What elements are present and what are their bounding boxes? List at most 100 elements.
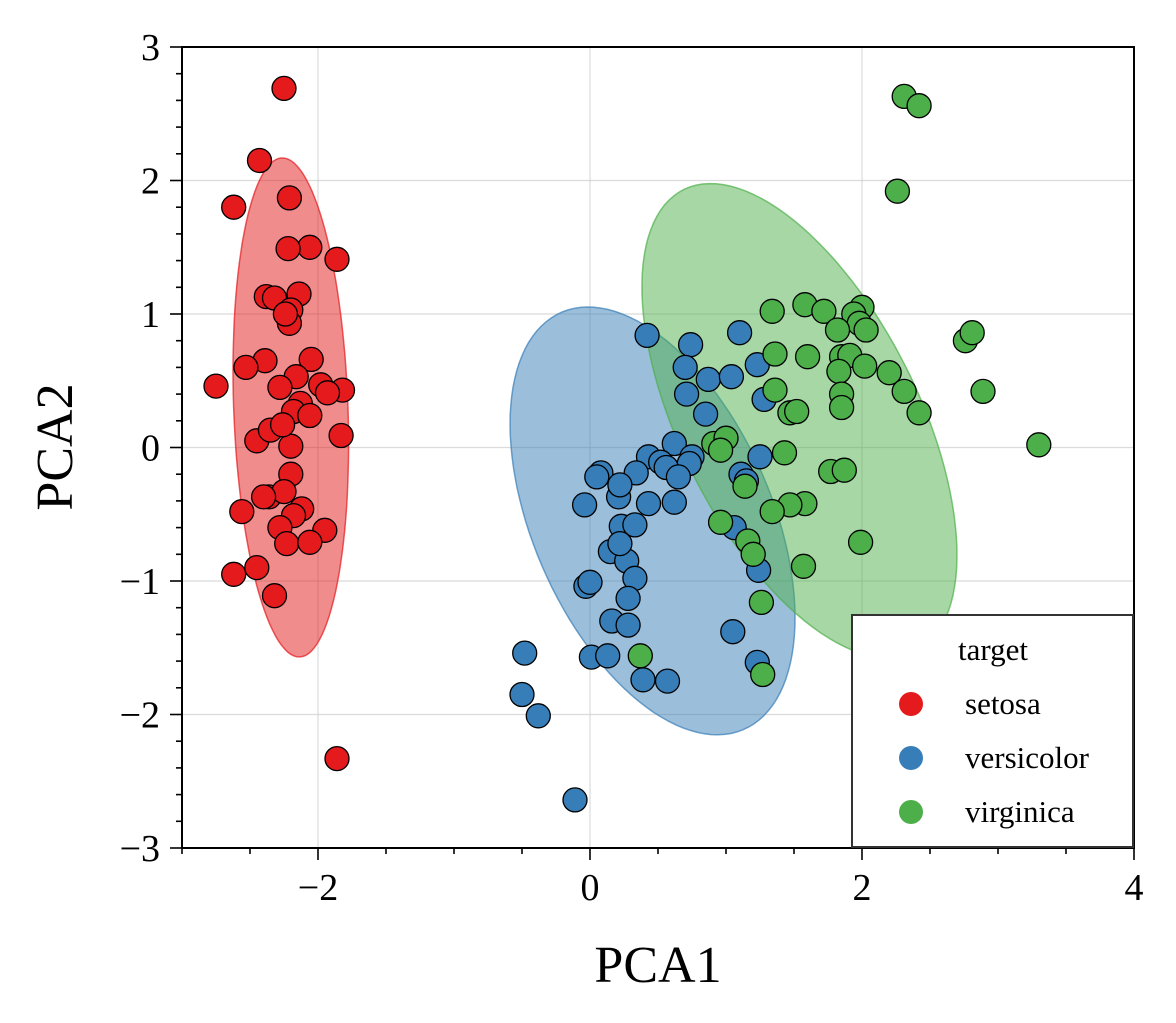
point-versicolor [525,703,551,729]
point-setosa [328,422,354,449]
point-virginica [906,400,932,426]
point-setosa [272,301,299,327]
point-virginica [824,317,851,343]
point-virginica [853,317,879,343]
point-setosa [261,583,288,609]
point-versicolor [615,612,641,638]
point-versicolor [673,381,700,407]
point-setosa [244,554,270,581]
point-setosa [203,373,229,399]
y-tick-label: 2 [141,161,160,203]
point-versicolor [577,569,603,595]
axis-ticks [170,46,1135,860]
point-virginica [759,498,785,525]
y-tick-label: −3 [120,828,160,870]
point-versicolor [718,364,745,390]
point-virginica [762,341,788,367]
legend-marker-virginica [899,800,923,824]
point-versicolor [607,472,633,498]
point-versicolor [634,322,660,349]
point-versicolor [512,640,538,666]
legend-title: target [958,632,1028,667]
legend-label-versicolor: versicolor [965,740,1090,775]
point-versicolor [661,489,687,515]
point-virginica [852,353,878,379]
x-tick-label: −2 [298,867,338,909]
point-virginica [794,344,821,370]
legend-marker-setosa [899,692,923,716]
point-setosa [324,246,350,272]
point-virginica [707,437,734,463]
y-tick-label: −1 [120,561,160,603]
point-virginica [1026,432,1052,458]
point-virginica [906,93,932,119]
point-versicolor [665,464,692,490]
point-virginica [771,440,798,466]
point-virginica [884,178,911,204]
point-versicolor [720,619,746,645]
point-virginica [732,473,758,499]
tick-labels: −2 0 2 4 −3 −2 −1 0 1 2 3 [120,27,1144,909]
point-setosa [267,374,293,401]
x-axis-title: PCA1 [594,937,721,994]
y-tick-label: 0 [141,428,160,470]
point-versicolor [622,512,648,538]
point-virginica [759,298,785,324]
point-setosa [233,354,259,381]
legend-label-virginica: virginica [965,794,1075,829]
x-tick-label: 2 [853,867,872,909]
point-virginica [828,394,855,421]
point-setosa [298,346,324,373]
point-setosa [276,185,303,211]
point-virginica [891,378,917,405]
point-versicolor [661,430,687,457]
point-versicolor [747,444,773,470]
point-versicolor [677,332,704,358]
point-setosa [269,412,296,438]
point-setosa [297,234,323,260]
point-setosa [314,380,341,406]
point-virginica [826,358,852,385]
point-virginica [707,509,734,535]
point-virginica [811,298,837,324]
point-versicolor [509,681,535,708]
point-virginica [970,378,996,405]
point-virginica [831,457,857,483]
point-versicolor [584,464,610,490]
data-points [203,75,1052,813]
point-versicolor [607,530,633,557]
point-setosa [250,484,277,510]
point-virginica [876,360,902,386]
point-versicolor [672,354,698,381]
point-setosa [221,194,247,220]
point-setosa [271,75,297,102]
point-versicolor [595,643,621,669]
legend-marker-versicolor [899,746,923,770]
point-versicolor [571,492,598,518]
point-setosa [221,561,247,587]
legend-label-setosa: setosa [965,686,1041,721]
point-setosa [275,235,301,262]
point-versicolor [654,668,681,694]
point-virginica [748,589,775,616]
point-setosa [297,402,323,429]
point-virginica [762,377,788,403]
point-virginica [790,553,817,579]
point-virginica [627,643,653,669]
point-virginica [959,320,985,346]
legend-box [851,614,1134,848]
x-tick-label: 0 [581,867,600,909]
point-virginica [740,541,766,567]
legend-entries: setosa versicolor virginica [899,686,1090,829]
x-tick-label: 4 [1125,867,1144,909]
y-axis-title: PCA2 [27,383,84,510]
point-setosa [297,529,323,555]
point-setosa [324,745,350,772]
legend: target setosa versicolor virginica [851,614,1134,848]
y-tick-label: −2 [120,695,160,737]
point-setosa [246,147,273,174]
point-setosa [278,433,304,459]
y-tick-label: 3 [141,27,160,69]
point-versicolor [692,401,719,427]
